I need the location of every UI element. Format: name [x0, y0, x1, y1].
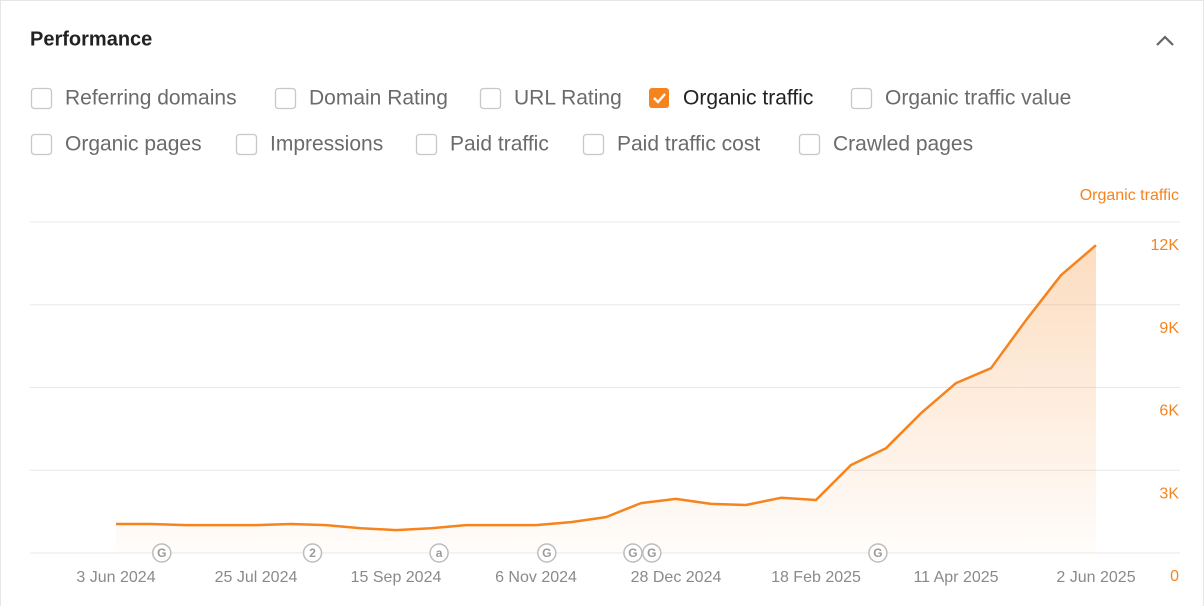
annotation-label: G: [628, 546, 637, 560]
checkbox-label[interactable]: URL Rating: [514, 87, 622, 110]
x-tick-label: 3 Jun 2024: [76, 569, 155, 586]
checkbox[interactable]: [798, 133, 821, 156]
title: Performance: [30, 28, 152, 50]
checkbox-label[interactable]: Organic traffic: [683, 87, 813, 110]
y-tick-label: 6K: [1159, 403, 1179, 420]
annotation-marker[interactable]: [623, 543, 643, 563]
checkbox-label[interactable]: Organic pages: [65, 133, 202, 156]
x-tick-label: 6 Nov 2024: [495, 569, 577, 586]
annotation-label: G: [873, 546, 882, 560]
checkbox[interactable]: [30, 133, 53, 156]
line: [116, 244, 1097, 532]
annotation-label: 2: [309, 546, 316, 560]
checkbox[interactable]: [30, 87, 53, 110]
y-tick-label: 12K: [1151, 237, 1180, 254]
annotation-marker[interactable]: [537, 543, 557, 563]
checkbox-label[interactable]: Paid traffic: [450, 133, 549, 156]
area: [116, 245, 1096, 553]
y-axis-label: Organic traffic: [1080, 187, 1179, 204]
checkbox[interactable]: [415, 133, 438, 156]
annotation-label: a: [436, 546, 443, 560]
annotation-marker[interactable]: [302, 543, 323, 563]
x-tick-label: 15 Sep 2024: [351, 569, 442, 586]
checkbox-label[interactable]: Crawled pages: [833, 133, 973, 156]
x-tick-label: 2 Jun 2025: [1056, 569, 1135, 586]
annotation-marker[interactable]: [152, 543, 172, 563]
checkbox-label[interactable]: Referring domains: [65, 87, 237, 110]
x-tick-label: 28 Dec 2024: [631, 569, 722, 586]
checkbox-label[interactable]: Organic traffic value: [885, 87, 1071, 110]
checkbox-checked[interactable]: [649, 88, 669, 108]
y-tick-label: 9K: [1159, 320, 1179, 337]
checkbox[interactable]: [235, 133, 258, 156]
checkbox[interactable]: [850, 87, 873, 110]
checkbox-label[interactable]: Paid traffic cost: [617, 133, 760, 156]
checkbox-label[interactable]: Impressions: [270, 133, 383, 156]
y-tick-label: 3K: [1159, 485, 1179, 502]
annotation-label: G: [647, 546, 656, 560]
annotation-label: G: [157, 546, 166, 560]
annotation-marker[interactable]: [868, 543, 888, 563]
checkbox-label[interactable]: Domain Rating: [309, 87, 448, 110]
checkbox[interactable]: [274, 87, 297, 110]
checkmark: [653, 93, 666, 104]
checkbox[interactable]: [582, 133, 605, 156]
checkbox[interactable]: [479, 87, 502, 110]
x-tick-label: 18 Feb 2025: [771, 569, 861, 586]
annotation-marker[interactable]: [642, 543, 662, 563]
annotation-marker[interactable]: [429, 543, 449, 563]
annotation-label: G: [542, 546, 551, 560]
x-tick-label: 25 Jul 2024: [215, 569, 298, 586]
x-tick-label: 11 Apr 2025: [913, 569, 998, 586]
collapse-chevron[interactable]: [1156, 35, 1174, 46]
y-tick-label: 0: [1170, 568, 1179, 585]
